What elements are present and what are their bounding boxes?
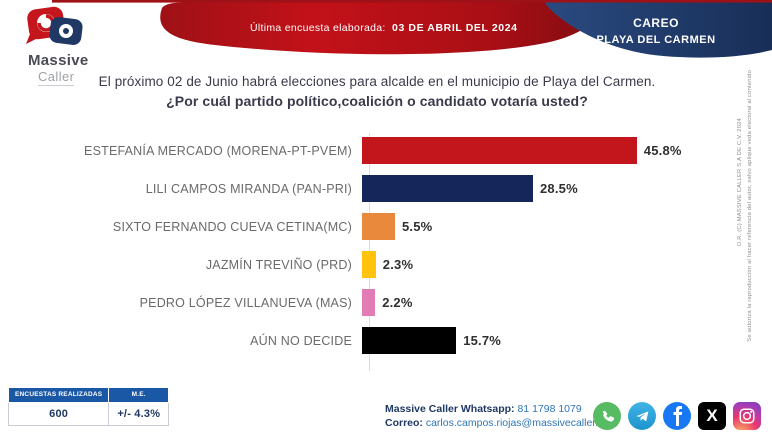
instagram-icon[interactable] xyxy=(733,402,761,430)
result-bar xyxy=(362,251,376,278)
result-value: 45.8% xyxy=(643,143,682,158)
contact-block: Massive Caller Whatsapp: 81 1798 1079 Co… xyxy=(385,403,618,430)
telegram-icon[interactable] xyxy=(628,402,656,430)
header-topline xyxy=(52,0,772,3)
question-line1: El próximo 02 de Junio habrá elecciones … xyxy=(98,74,656,89)
massive-caller-logo-icon xyxy=(26,6,83,45)
question-block: El próximo 02 de Junio habrá elecciones … xyxy=(30,72,724,111)
whatsapp-label: Massive Caller Whatsapp: xyxy=(385,403,515,415)
logo-text-massive: Massive xyxy=(28,52,89,69)
candidate-label: AÚN NO DECIDE xyxy=(250,333,352,348)
question-line2: ¿Por cuál partido político,coalición o c… xyxy=(166,92,588,109)
result-value: 28.5% xyxy=(540,181,578,196)
candidate-label: JAZMÍN TREVIÑO (PRD) xyxy=(205,257,352,272)
result-bar xyxy=(362,175,533,202)
candidate-label: LILI CAMPOS MIRANDA (PAN-PRI) xyxy=(145,181,352,196)
email-label: Correo: xyxy=(385,416,423,429)
result-value: 5.5% xyxy=(402,219,433,234)
table-row: 600 +/- 4.3% xyxy=(7,401,170,426)
candidate-label: SIXTO FERNANDO CUEVA CETINA(MC) xyxy=(112,219,352,234)
chart-row: LILI CAMPOS MIRANDA (PAN-PRI) 28.5% xyxy=(0,175,740,202)
email-value: carlos.campos.riojas@massivecaller.com xyxy=(425,416,618,429)
stats-header-surveys: ENCUESTAS REALIZADAS xyxy=(7,387,110,403)
result-bar xyxy=(362,137,637,164)
stats-header-me: M.E. xyxy=(108,387,170,403)
result-value: 2.2% xyxy=(382,295,413,310)
red-ribbon xyxy=(160,2,606,55)
header-banner: Última encuesta elaborada: 03 DE ABRIL D… xyxy=(52,0,772,58)
stats-value-me: +/- 4.3% xyxy=(108,401,170,426)
x-glyph: X xyxy=(706,406,718,425)
logo-text-caller: Caller xyxy=(38,69,75,86)
candidate-label: PEDRO LÓPEZ VILLANUEVA (MAS) xyxy=(139,295,352,310)
chart-row: SIXTO FERNANDO CUEVA CETINA(MC) 5.5% xyxy=(0,213,740,240)
chart-row: JAZMÍN TREVIÑO (PRD) 2.3% xyxy=(0,251,740,278)
last-survey-label: Última encuesta elaborada: xyxy=(250,21,386,34)
authorization-vertical-text: Se autoriza la reproducción al hacer ref… xyxy=(747,70,753,342)
badge-careo: CAREO xyxy=(633,16,679,30)
stats-value-surveys: 600 xyxy=(7,401,110,426)
whatsapp-icon[interactable] xyxy=(591,400,623,432)
result-bar xyxy=(362,327,457,354)
copyright-vertical-text: D.R. (C) MASSIVE CALLER S.A DE C.V. 2024 xyxy=(737,118,743,246)
candidate-label: ESTEFANÍA MERCADO (MORENA-PT-PVEM) xyxy=(84,143,352,158)
facebook-icon[interactable] xyxy=(663,402,691,430)
result-value: 2.3% xyxy=(382,257,414,272)
poll-bar-chart: ESTEFANÍA MERCADO (MORENA-PT-PVEM) 45.8% L… xyxy=(0,137,740,365)
chart-row: ESTEFANÍA MERCADO (MORENA-PT-PVEM) 45.8% xyxy=(0,137,740,164)
result-value: 15.7% xyxy=(463,333,502,348)
blue-ribbon xyxy=(545,2,772,58)
x-twitter-icon[interactable]: X xyxy=(698,402,726,430)
social-icons: X xyxy=(591,400,761,432)
result-bar xyxy=(362,213,395,240)
result-bar xyxy=(362,289,376,316)
badge-location: PLAYA DEL CARMEN xyxy=(596,34,715,46)
whatsapp-number: 81 1798 1079 xyxy=(517,403,582,415)
sample-stats-table: ENCUESTAS REALIZADAS M.E. 600 +/- 4.3% xyxy=(7,387,170,426)
chart-row: PEDRO LÓPEZ VILLANUEVA (MAS) 2.2% xyxy=(0,289,740,316)
chart-row: AÚN NO DECIDE 15.7% xyxy=(0,327,740,354)
massive-caller-logo: Massive Caller xyxy=(16,6,126,86)
last-survey-date: 03 DE ABRIL DEL 2024 xyxy=(392,22,518,34)
